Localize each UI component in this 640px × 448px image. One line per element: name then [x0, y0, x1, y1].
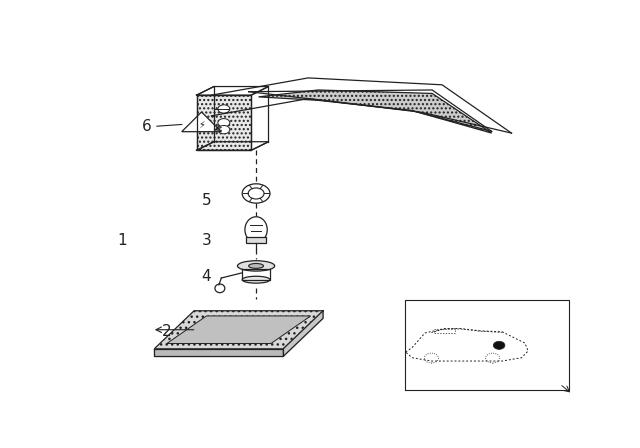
Circle shape	[218, 119, 230, 127]
Ellipse shape	[242, 276, 270, 283]
Ellipse shape	[245, 217, 268, 243]
Polygon shape	[182, 112, 221, 132]
Ellipse shape	[248, 263, 264, 268]
Text: 4: 4	[202, 269, 211, 284]
Circle shape	[218, 105, 230, 113]
Text: 6: 6	[142, 119, 152, 134]
Text: 5: 5	[202, 193, 211, 208]
Text: ⚡: ⚡	[198, 120, 205, 130]
Polygon shape	[259, 90, 492, 133]
Circle shape	[242, 184, 270, 203]
Text: 1: 1	[117, 233, 127, 248]
Text: 3: 3	[202, 233, 211, 248]
Ellipse shape	[215, 284, 225, 293]
Polygon shape	[284, 311, 323, 356]
Circle shape	[218, 125, 230, 134]
FancyBboxPatch shape	[246, 237, 266, 244]
Polygon shape	[196, 95, 251, 151]
Ellipse shape	[237, 261, 275, 271]
Circle shape	[493, 341, 505, 349]
Polygon shape	[167, 316, 310, 344]
Polygon shape	[154, 349, 284, 356]
Polygon shape	[154, 311, 323, 349]
Text: 2: 2	[162, 324, 172, 339]
